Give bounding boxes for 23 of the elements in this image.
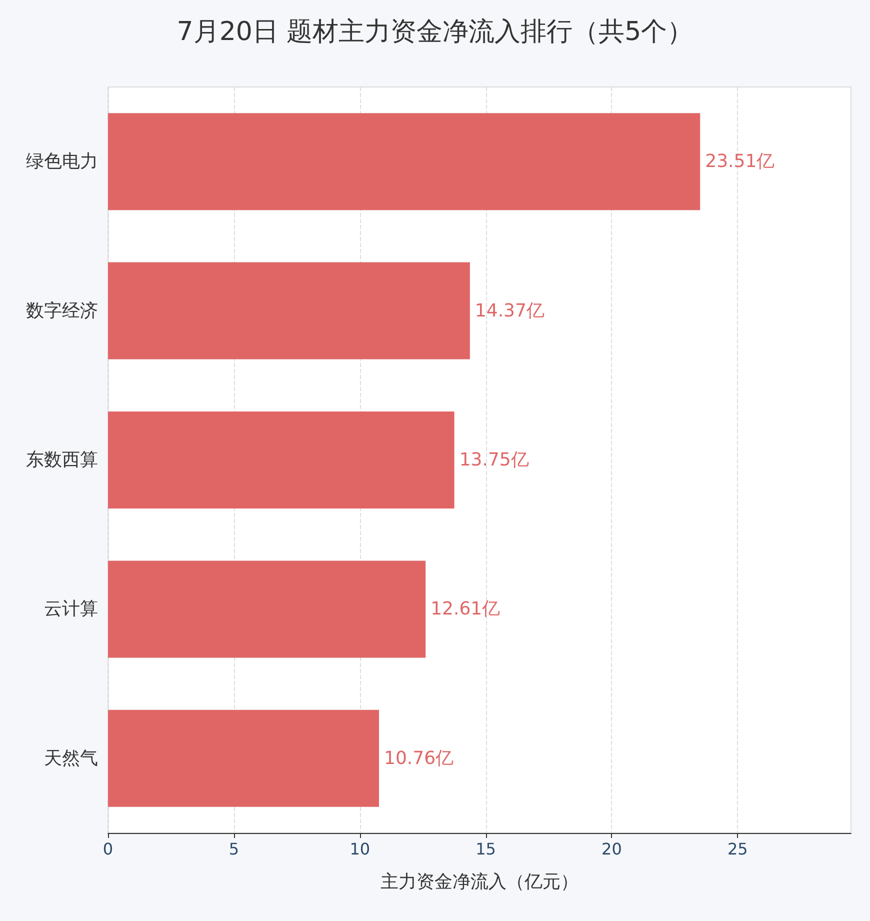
x-tick-label: 0	[102, 840, 114, 858]
data-label: 13.75亿	[459, 450, 529, 470]
x-tick-label: 20	[602, 840, 622, 858]
bar	[108, 113, 700, 210]
data-label: 12.61亿	[430, 598, 500, 620]
y-tick-label: 绿色电力	[26, 151, 98, 172]
data-label: 14.37亿	[474, 300, 544, 322]
y-tick-label: 数字经济	[26, 300, 98, 322]
bar	[108, 710, 380, 807]
bar	[108, 560, 426, 658]
data-label: 10.76亿	[384, 748, 454, 769]
bar	[108, 262, 470, 360]
x-axis-title: 主力资金净流入（亿元）	[380, 872, 578, 892]
data-label: 23.51亿	[705, 151, 775, 172]
y-tick-label: 东数西算	[26, 450, 98, 470]
x-tick-label: 10	[350, 840, 370, 858]
x-tick-label: 5	[228, 840, 240, 858]
bar	[108, 412, 454, 508]
y-tick-label: 天然气	[44, 748, 98, 769]
chart-title: 7月20日 题材主力资金净流入排行（共5个）	[176, 17, 694, 47]
x-tick-label: 15	[476, 840, 496, 858]
x-tick-label: 25	[727, 840, 748, 858]
y-tick-label: 云计算	[44, 598, 98, 620]
